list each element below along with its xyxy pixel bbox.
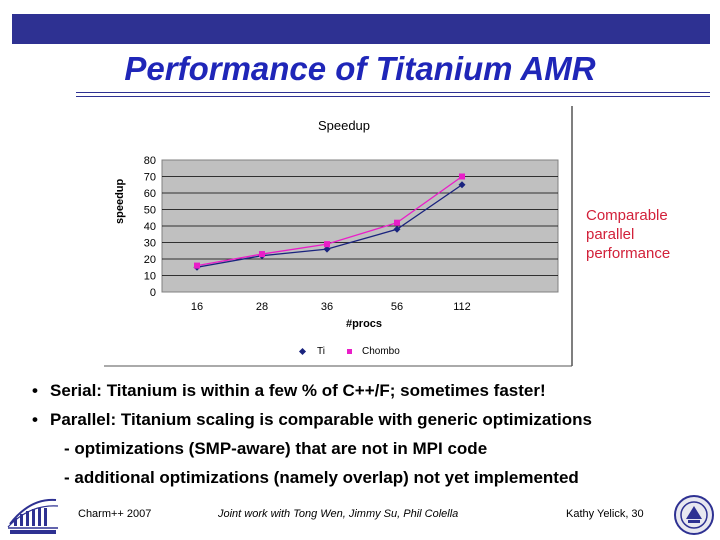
point-chombo — [194, 262, 200, 269]
callout-line-2: parallel — [586, 226, 635, 243]
speedup-chart-svg: 0 10 20 30 40 50 60 70 80 16 28 36 56 112 — [104, 106, 573, 367]
footer-center: Joint work with Tong Wen, Jimmy Su, Phil… — [218, 508, 459, 520]
point-chombo — [459, 173, 465, 180]
chart-title: Speedup — [317, 118, 371, 133]
title-rule-bottom — [76, 96, 710, 97]
point-chombo — [394, 219, 400, 226]
x-axis-title: #procs — [345, 318, 383, 330]
point-ti — [458, 181, 466, 189]
top-banner-bar — [12, 14, 710, 44]
x-tick-labels: 16 28 36 56 112 — [191, 301, 471, 313]
x-tick-label: 36 — [321, 301, 333, 313]
speedup-chart: 0 10 20 30 40 50 60 70 80 16 28 36 56 112 Speedup sp… — [104, 106, 574, 367]
legend-label-ti: Ti — [317, 346, 325, 357]
point-chombo — [324, 241, 330, 248]
point-ti — [393, 225, 401, 233]
x-tick-label: 16 — [191, 301, 203, 313]
y-tick-label: 80 — [144, 155, 156, 167]
y-tick-label: 70 — [144, 172, 156, 184]
footer-right: Kathy Yelick, 30 — [566, 508, 644, 520]
footer-left: Charm++ 2007 — [78, 508, 152, 520]
callout-text: Comparable parallel performance — [586, 206, 716, 263]
y-tick-label: 0 — [150, 287, 156, 299]
y-tick-label: 30 — [144, 238, 156, 250]
y-axis-title: speedup — [114, 178, 126, 224]
slide-title: Performance of Titanium AMR — [124, 50, 596, 87]
callout-line-3: performance — [586, 245, 671, 262]
x-tick-label: 28 — [256, 301, 268, 313]
y-tick-label: 10 — [144, 271, 156, 283]
y-tick-label: 40 — [144, 221, 156, 233]
point-chombo — [259, 251, 265, 258]
uc-seal-icon — [674, 495, 714, 535]
y-tick-label: 20 — [144, 254, 156, 266]
bullet-list: Serial: Titanium is within a few % of C+… — [30, 376, 710, 492]
y-tick-labels: 0 10 20 30 40 50 60 70 80 — [144, 155, 156, 299]
berkeley-lab-logo-icon — [7, 498, 59, 534]
series-layer — [193, 173, 466, 271]
legend-label-chombo: Chombo — [361, 346, 400, 357]
sub-item-smp: - optimizations (SMP-aware) that are not… — [64, 439, 488, 458]
x-tick-label: 56 — [391, 301, 403, 313]
y-tick-label: 60 — [144, 188, 156, 200]
bullet-parallel: Parallel: Titanium scaling is comparable… — [30, 405, 710, 434]
bullet-serial: Serial: Titanium is within a few % of C+… — [30, 376, 710, 405]
chart-legend: Ti Chombo — [298, 346, 400, 357]
grid-lines — [162, 176, 558, 276]
x-tick-label: 112 — [453, 301, 471, 313]
callout-line-1: Comparable — [586, 207, 668, 224]
legend-marker-chombo — [346, 349, 352, 354]
point-ti — [323, 245, 331, 253]
legend-marker-ti — [298, 347, 307, 356]
sub-item-overlap: - additional optimizations (namely overl… — [64, 468, 579, 487]
y-tick-label: 50 — [144, 205, 156, 217]
title-rule-top — [76, 92, 710, 93]
